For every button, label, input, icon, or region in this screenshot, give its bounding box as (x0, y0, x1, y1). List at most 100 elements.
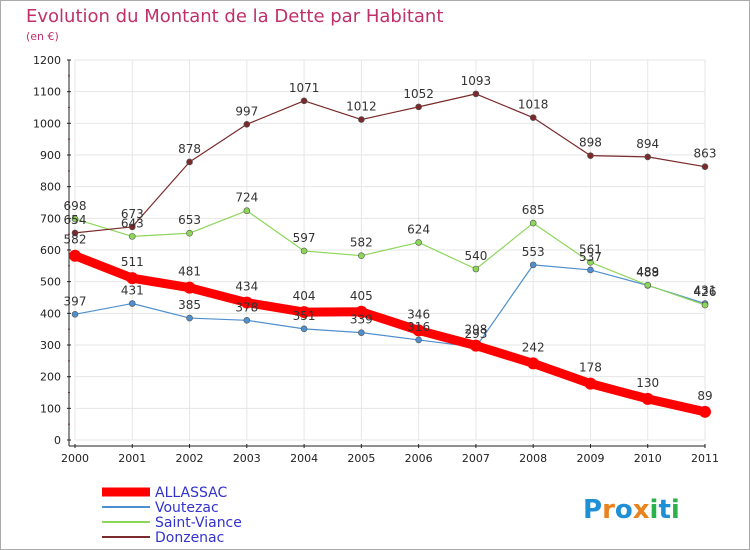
data-point (644, 281, 652, 289)
legend-label: Voutezac (155, 500, 219, 516)
x-tick-label: 2008 (519, 452, 547, 465)
y-tick-label: 300 (40, 339, 61, 352)
data-point (587, 266, 594, 274)
data-label: 537 (579, 250, 602, 264)
data-label: 582 (350, 236, 373, 250)
x-tick-label: 2006 (405, 452, 433, 465)
data-label: 582 (64, 233, 87, 247)
series-line (74, 210, 706, 306)
logo-letter: r (602, 495, 615, 525)
x-tick-label: 2007 (462, 452, 490, 465)
data-label: 378 (235, 300, 258, 314)
legend-label: ALLASSAC (155, 485, 227, 501)
data-label: 553 (522, 245, 545, 259)
data-label: 1071 (289, 81, 320, 95)
data-point (71, 215, 79, 223)
series-saint-viance (71, 207, 709, 309)
y-tick-label: 400 (40, 307, 61, 320)
data-label: 898 (579, 136, 602, 150)
data-label: 434 (235, 280, 258, 294)
data-point (472, 265, 480, 273)
data-point (472, 90, 480, 98)
logo-letter: o (615, 495, 633, 525)
data-point (300, 97, 308, 105)
data-point (243, 120, 251, 128)
x-tick-label: 2005 (347, 452, 375, 465)
data-point (412, 324, 425, 337)
data-label: 481 (178, 265, 201, 279)
y-tick-label: 0 (54, 434, 61, 447)
x-tick-label: 2004 (290, 452, 318, 465)
data-label: 489 (636, 265, 659, 279)
data-label: 397 (64, 294, 87, 308)
y-tick-label: 800 (40, 181, 61, 194)
data-label: 130 (636, 376, 659, 390)
y-tick-label: 700 (40, 212, 61, 225)
data-label: 673 (121, 207, 144, 221)
chart-subtitle: (en €) (26, 30, 59, 43)
data-label: 997 (235, 104, 258, 118)
y-tick-label: 1100 (33, 86, 61, 99)
data-label: 316 (407, 320, 430, 334)
data-point (298, 306, 311, 319)
axes: 0 100 200 300 400 500 600 700 800 900 1000 1100 1200… (33, 54, 719, 465)
logo-letter: P (583, 495, 602, 525)
data-label: 685 (522, 203, 545, 217)
data-point (186, 158, 193, 166)
data-label: 561 (579, 242, 602, 256)
y-tick-label: 200 (40, 371, 61, 384)
data-point (529, 114, 537, 121)
data-point (584, 377, 597, 390)
chart-title: Evolution du Montant de la Dette par Hab… (26, 6, 443, 27)
y-tick-label: 100 (40, 402, 61, 415)
data-label: 878 (178, 142, 201, 156)
data-label: 89 (697, 389, 712, 403)
x-tick-label: 2001 (118, 452, 146, 465)
data-point (701, 301, 709, 309)
data-label: 351 (293, 309, 316, 323)
data-label: 426 (694, 285, 717, 299)
data-point (527, 357, 540, 370)
data-label: 863 (694, 147, 717, 161)
data-label: 643 (121, 216, 144, 230)
grid-lines (74, 59, 706, 441)
data-point (358, 252, 365, 259)
data-point (183, 281, 196, 294)
logo-letter: i (650, 495, 659, 525)
data-label: 624 (407, 222, 430, 236)
y-tick-label: 600 (40, 244, 61, 257)
series-line (70, 251, 710, 417)
data-point (128, 233, 136, 240)
x-tick-label: 2000 (61, 452, 89, 465)
data-label: 242 (522, 340, 545, 354)
data-point (641, 392, 654, 405)
logo-letter: x (633, 495, 650, 525)
data-point (128, 300, 136, 307)
data-point (587, 259, 594, 266)
legend-label: Saint-Viance (155, 515, 242, 531)
data-point (126, 272, 139, 285)
data-point (469, 339, 482, 352)
data-point (701, 163, 709, 171)
data-point (71, 229, 79, 237)
series-donzenac (71, 90, 709, 237)
x-tick-label: 2010 (634, 452, 662, 465)
y-tick-label: 1200 (33, 54, 61, 67)
data-point (358, 329, 365, 336)
data-point (186, 314, 193, 322)
x-tick-label: 2009 (576, 452, 604, 465)
data-point (529, 261, 537, 269)
series-line (74, 93, 706, 234)
data-point (587, 152, 594, 159)
data-point (71, 310, 79, 318)
x-tick-label: 2003 (233, 452, 261, 465)
data-point (529, 219, 537, 227)
y-tick-label: 900 (40, 149, 61, 162)
data-point (415, 336, 422, 344)
data-point (355, 305, 368, 318)
data-point (699, 405, 711, 418)
data-point (644, 153, 652, 161)
data-label: 178 (579, 361, 602, 375)
